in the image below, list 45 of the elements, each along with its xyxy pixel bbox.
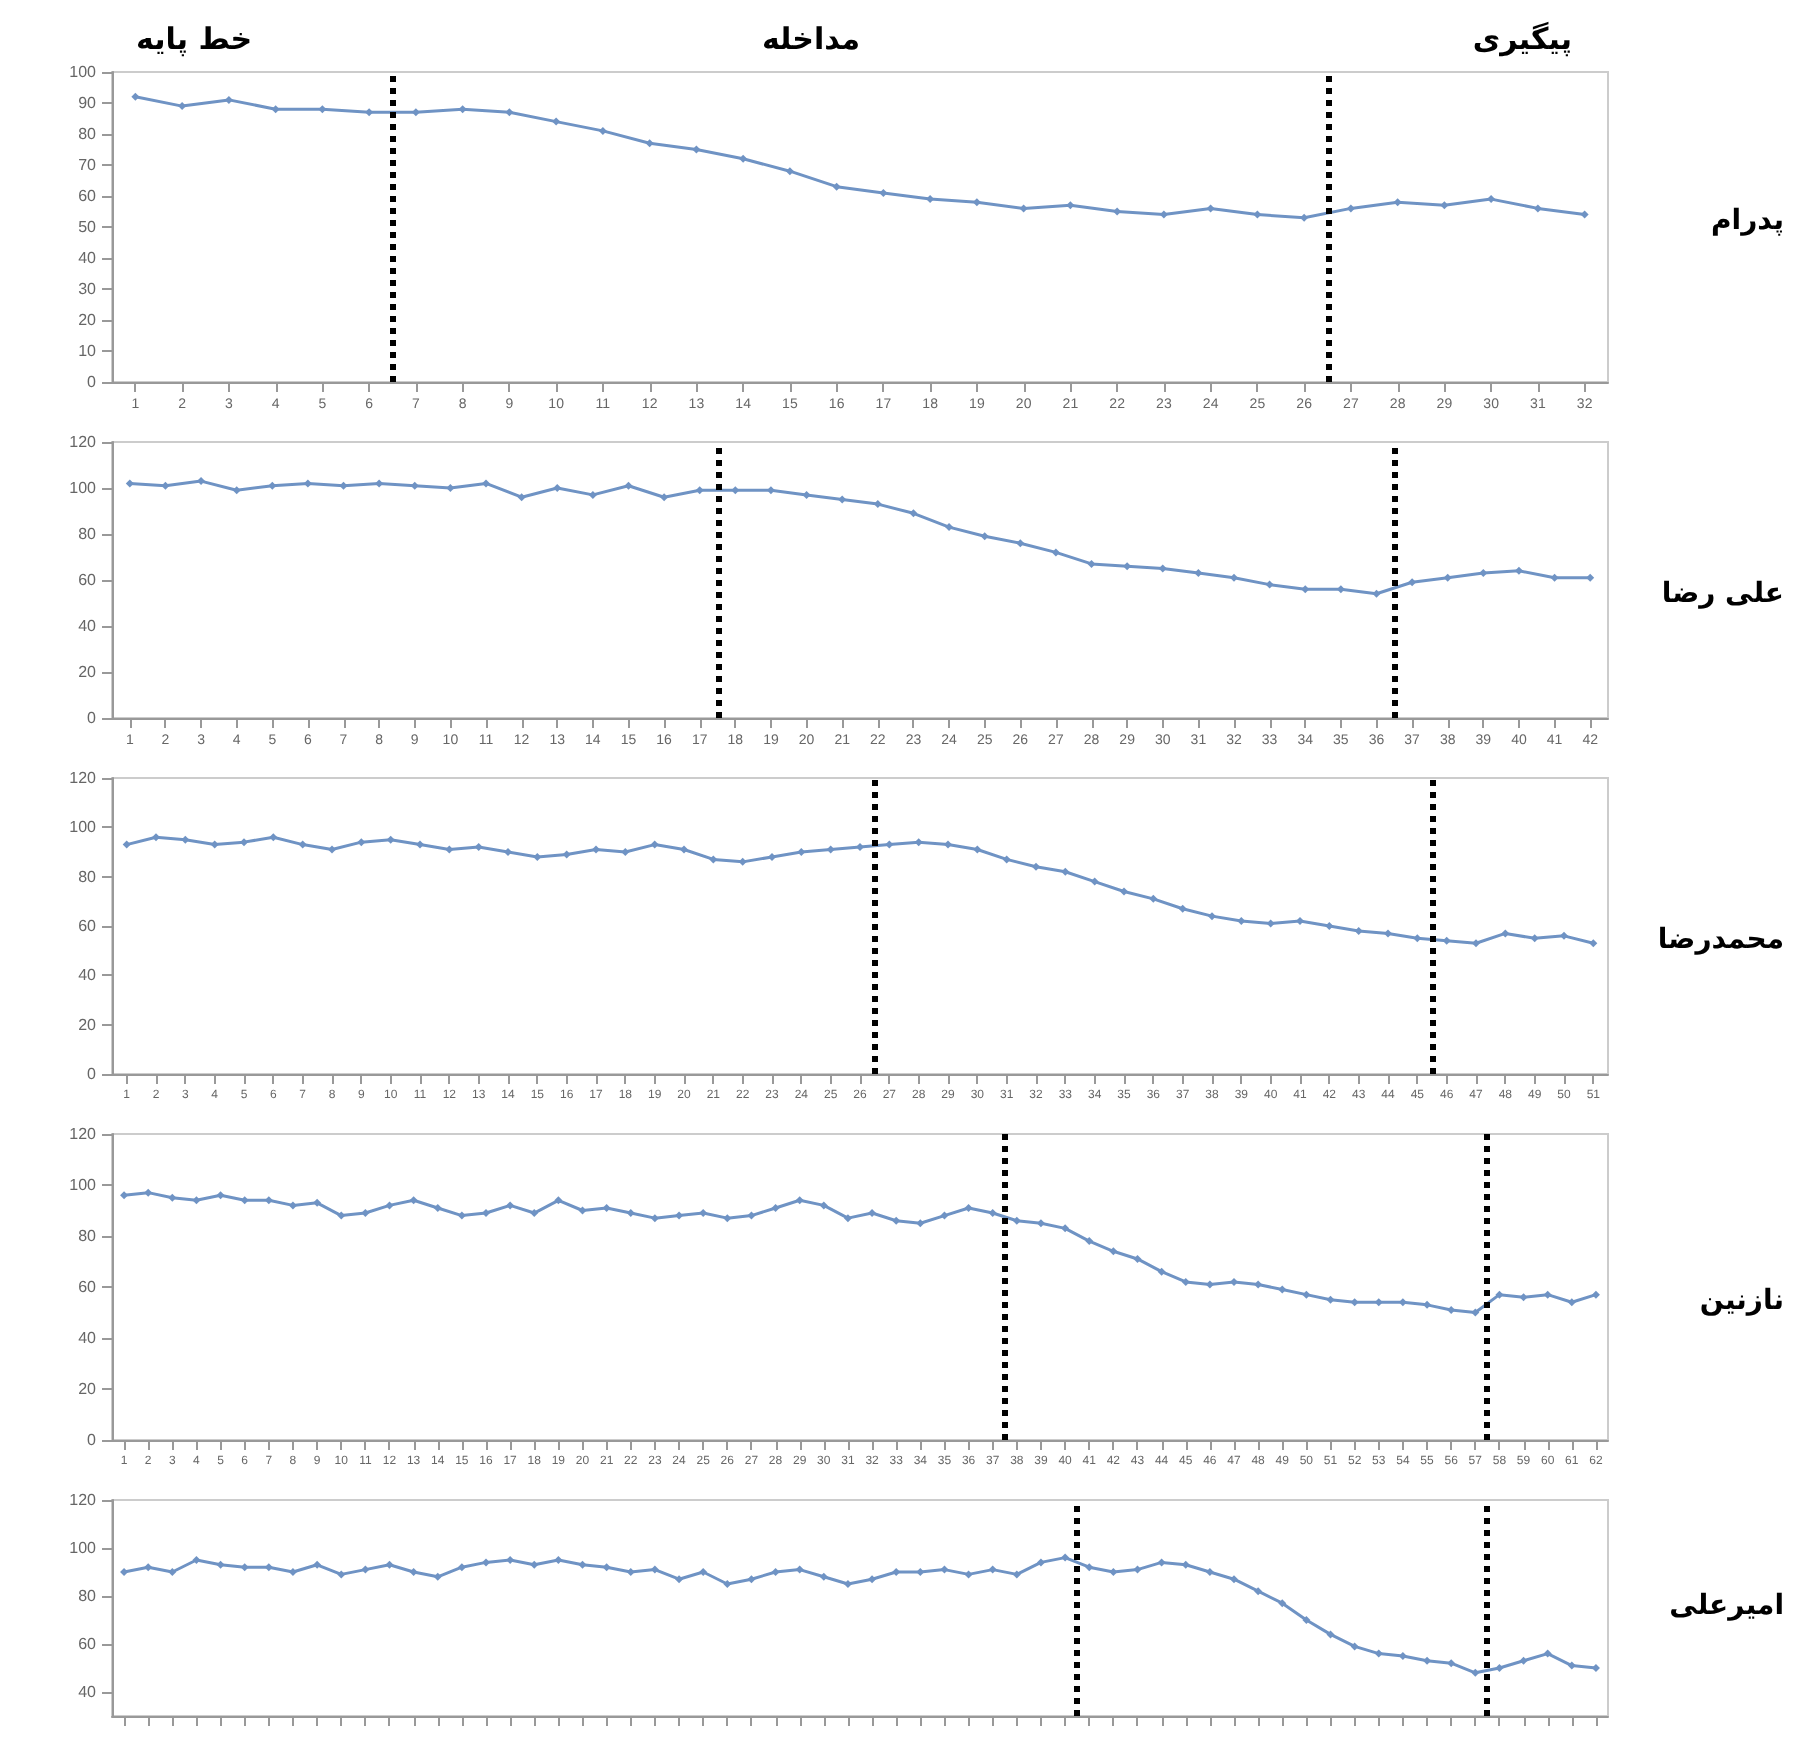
text: مداخله xyxy=(761,21,861,57)
y-axis-title: پدرام xyxy=(1711,205,1785,237)
text: پیگیری xyxy=(1472,21,1573,57)
y-tick-label: 0 xyxy=(87,373,98,391)
y-tick-label: 0 xyxy=(87,1065,98,1083)
y-tick-label: 100 xyxy=(69,1176,98,1194)
y-tick-label: 40 xyxy=(78,249,98,267)
y-tick-label: 100 xyxy=(69,818,98,837)
y-tick-label: 80 xyxy=(78,1587,98,1605)
y-tick-label: 50 xyxy=(78,218,98,236)
y-tick-label: 120 xyxy=(69,433,98,451)
y-tick-label: 60 xyxy=(78,917,98,935)
y-axis-title: نازنین xyxy=(1699,1285,1785,1317)
y-tick-label: 20 xyxy=(78,311,98,329)
y-tick-label: 80 xyxy=(78,1227,98,1245)
y-axis-title: محمدرضا xyxy=(1657,924,1785,956)
y-tick-label: 60 xyxy=(78,187,98,205)
y-axis-title: علی رضا xyxy=(1661,578,1785,610)
y-tick-label: 100 xyxy=(69,63,98,81)
y-tick-label: 40 xyxy=(78,1329,98,1347)
y-tick-label: 120 xyxy=(69,1125,98,1143)
y-tick-label: 0 xyxy=(87,709,98,727)
y-tick-label: 20 xyxy=(78,1380,98,1398)
y-tick-label: 40 xyxy=(78,966,98,985)
y-tick-label: 90 xyxy=(78,94,98,112)
y-tick-label: 0 xyxy=(87,1431,98,1449)
text: خط پایه xyxy=(136,21,253,57)
y-tick-label: 80 xyxy=(78,125,98,143)
y-tick-label: 60 xyxy=(78,571,98,589)
y-tick-label: 120 xyxy=(69,769,98,787)
y-tick-label: 100 xyxy=(69,1539,98,1557)
y-tick-label: 60 xyxy=(78,1278,98,1296)
y-tick-label: 30 xyxy=(78,280,98,298)
y-tick-label: 20 xyxy=(78,1015,98,1034)
y-tick-label: 80 xyxy=(78,867,98,886)
y-tick-label: 20 xyxy=(78,663,98,681)
y-tick-label: 40 xyxy=(78,617,98,635)
y-tick-label: 70 xyxy=(78,156,98,174)
y-tick-label: 100 xyxy=(69,479,98,497)
y-tick-label: 60 xyxy=(78,1635,98,1653)
y-tick-label: 40 xyxy=(78,1683,98,1701)
y-axis-title: امیرعلی xyxy=(1669,1590,1785,1622)
y-tick-label: 80 xyxy=(78,525,98,543)
y-tick-label: 120 xyxy=(69,1491,98,1509)
y-tick-label: 10 xyxy=(78,342,98,360)
